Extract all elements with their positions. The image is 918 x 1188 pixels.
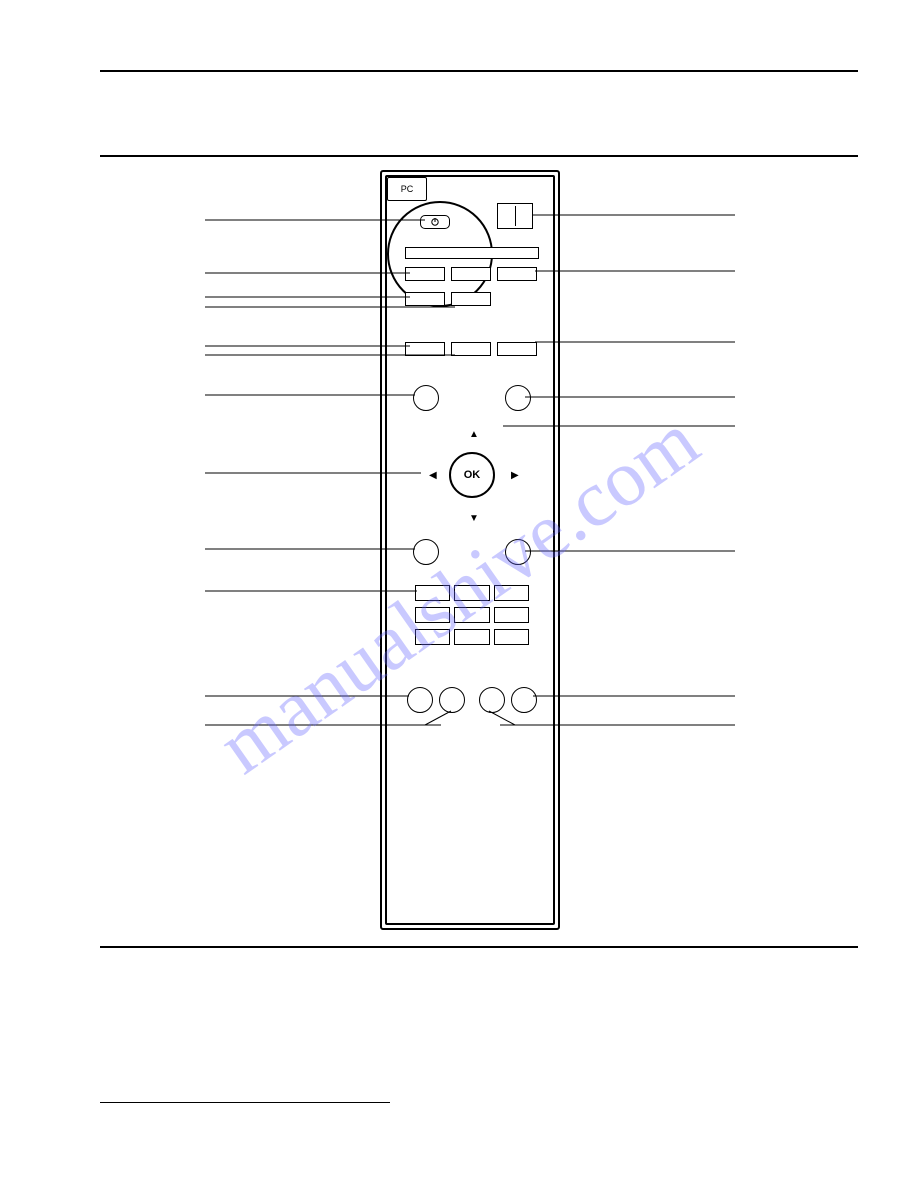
bottom-circle-1[interactable] xyxy=(407,687,433,713)
long-bar-button[interactable] xyxy=(405,247,539,259)
arrow-left-icon: ◀ xyxy=(429,470,437,481)
horizontal-rule-top-2 xyxy=(100,155,858,157)
split-divider xyxy=(515,206,516,226)
arrow-up-icon: ▲ xyxy=(469,429,479,440)
horizontal-rule-bottom xyxy=(100,946,858,948)
power-icon xyxy=(430,217,440,227)
keypad-9[interactable] xyxy=(494,629,529,645)
pc-button[interactable]: PC xyxy=(387,177,427,201)
keypad-1[interactable] xyxy=(415,585,450,601)
row3-button-1[interactable] xyxy=(405,342,445,356)
upper-left-circle-button[interactable] xyxy=(413,385,439,411)
row2-button-2[interactable] xyxy=(451,292,491,306)
keypad-8[interactable] xyxy=(454,629,489,645)
row1-button-3[interactable] xyxy=(497,267,537,281)
keypad-5[interactable] xyxy=(454,607,489,623)
keypad-3[interactable] xyxy=(494,585,529,601)
pc-label: PC xyxy=(401,184,414,194)
horizontal-rule-top-1 xyxy=(100,70,858,72)
keypad-2[interactable] xyxy=(454,585,489,601)
top-right-split-button[interactable] xyxy=(497,203,533,229)
ok-label: OK xyxy=(464,469,481,481)
lower-right-circle-button[interactable] xyxy=(505,539,531,565)
bottom-circle-3[interactable] xyxy=(479,687,505,713)
row3-button-2[interactable] xyxy=(451,342,491,356)
row1-button-1[interactable] xyxy=(405,267,445,281)
lower-left-circle-button[interactable] xyxy=(413,539,439,565)
footnote-rule xyxy=(100,1102,390,1103)
row1-button-2[interactable] xyxy=(451,267,491,281)
ok-button[interactable]: OK xyxy=(449,452,495,498)
bottom-circle-4[interactable] xyxy=(511,687,537,713)
arrow-down-icon: ▼ xyxy=(469,513,479,524)
bottom-circle-2[interactable] xyxy=(439,687,465,713)
remote-outline-inner: PC OK ▲ ▼ ◀ ▶ xyxy=(385,175,555,925)
keypad-grid xyxy=(415,585,529,651)
row2-button-1[interactable] xyxy=(405,292,445,306)
arrow-right-icon: ▶ xyxy=(511,470,519,481)
keypad-6[interactable] xyxy=(494,607,529,623)
remote-outline-outer: PC OK ▲ ▼ ◀ ▶ xyxy=(380,170,560,930)
row3-button-3[interactable] xyxy=(497,342,537,356)
keypad-7[interactable] xyxy=(415,629,450,645)
power-button[interactable] xyxy=(420,215,450,229)
upper-right-circle-button[interactable] xyxy=(505,385,531,411)
keypad-4[interactable] xyxy=(415,607,450,623)
